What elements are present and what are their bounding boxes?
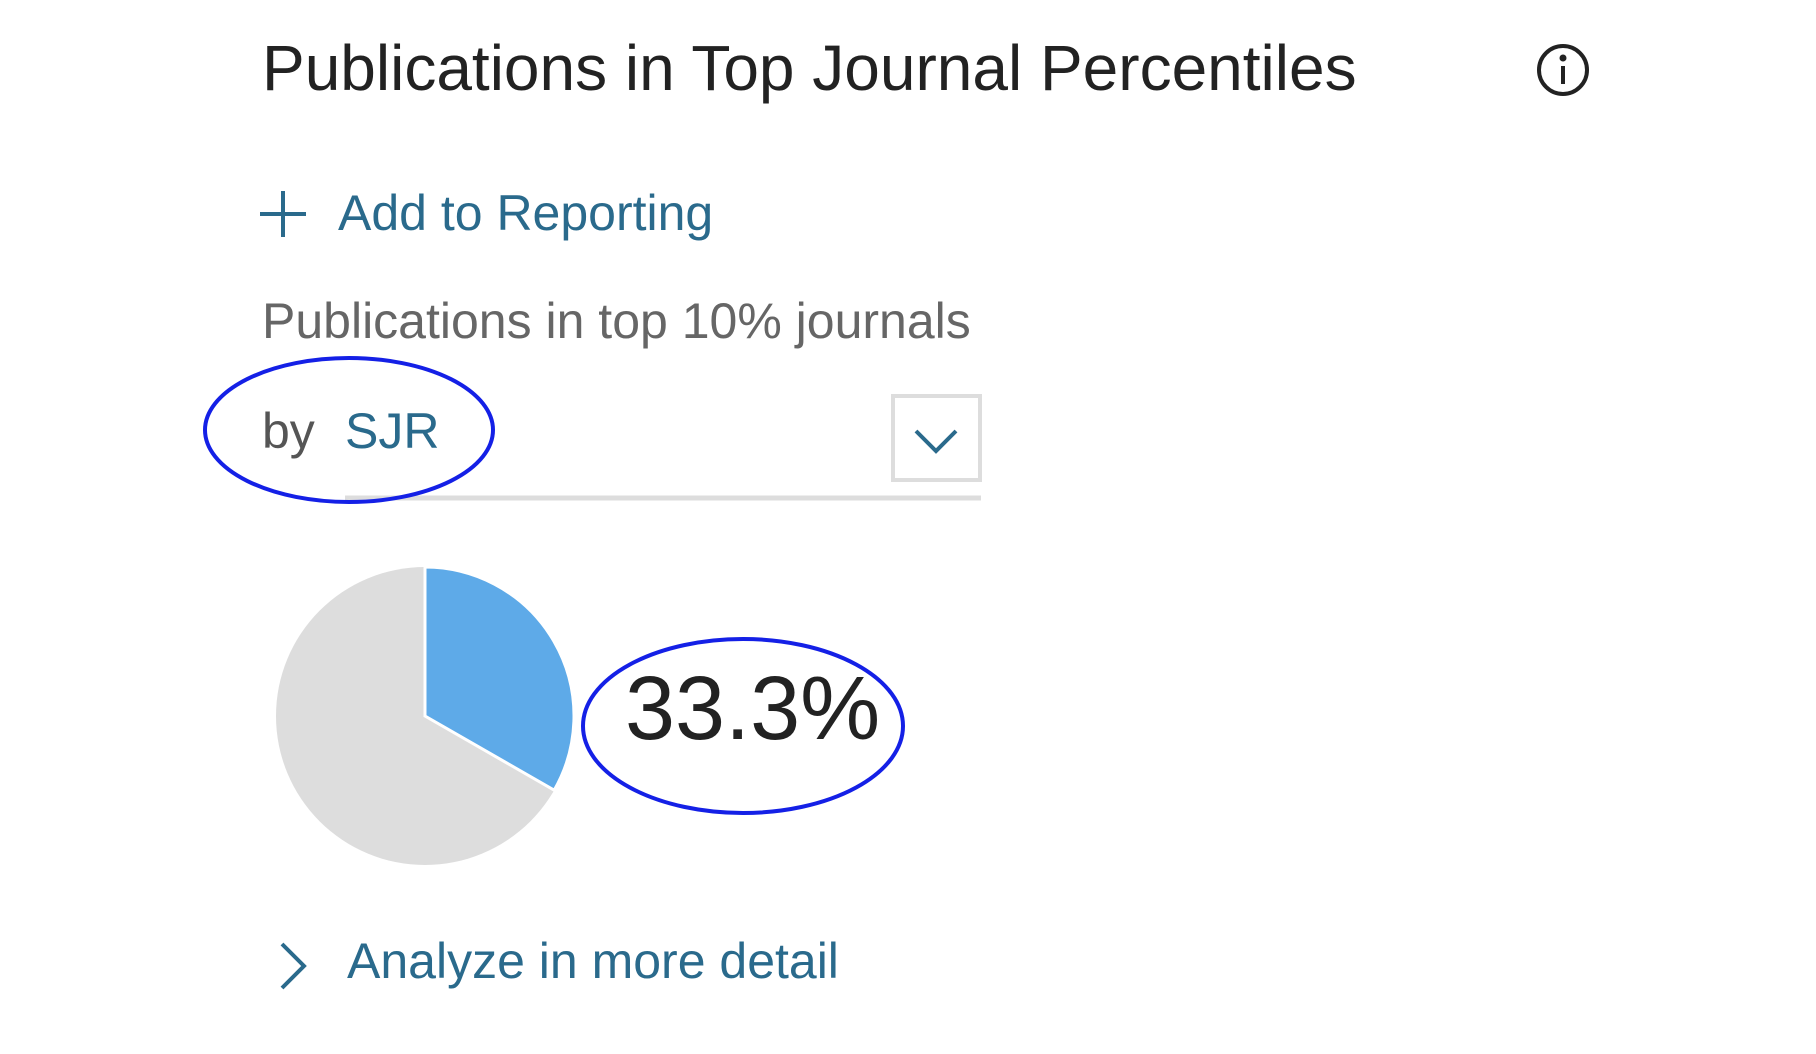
panel-title: Publications in Top Journal Percentiles (262, 32, 1357, 104)
info-dot (1559, 54, 1567, 62)
pie (423, 565, 576, 793)
pie-slice (423, 565, 576, 793)
analyze-link[interactable]: Analyze in more detail (280, 933, 839, 990)
info-circle (1537, 44, 1589, 96)
add-to-reporting[interactable]: Add to Reporting (338, 185, 713, 241)
selector-prefix: by (262, 403, 315, 459)
dropdown-button[interactable] (891, 394, 982, 482)
metric-label: Publications in top 10% journals (262, 293, 971, 349)
annotation-ellipse (581, 637, 905, 815)
analyze-chevron (280, 942, 307, 990)
selector-value[interactable]: SJR (345, 403, 439, 459)
add-to-reporting-button[interactable]: Add to Reporting (260, 185, 713, 241)
info-icon[interactable] (1537, 44, 1589, 96)
pie-value-label: 33.3% (625, 659, 880, 759)
dropdown-chevron (914, 429, 958, 454)
annotation-ellipse (203, 356, 495, 504)
selector-dropdown[interactable]: SJR (345, 394, 982, 501)
analyze-text[interactable]: Analyze in more detail (347, 933, 839, 989)
